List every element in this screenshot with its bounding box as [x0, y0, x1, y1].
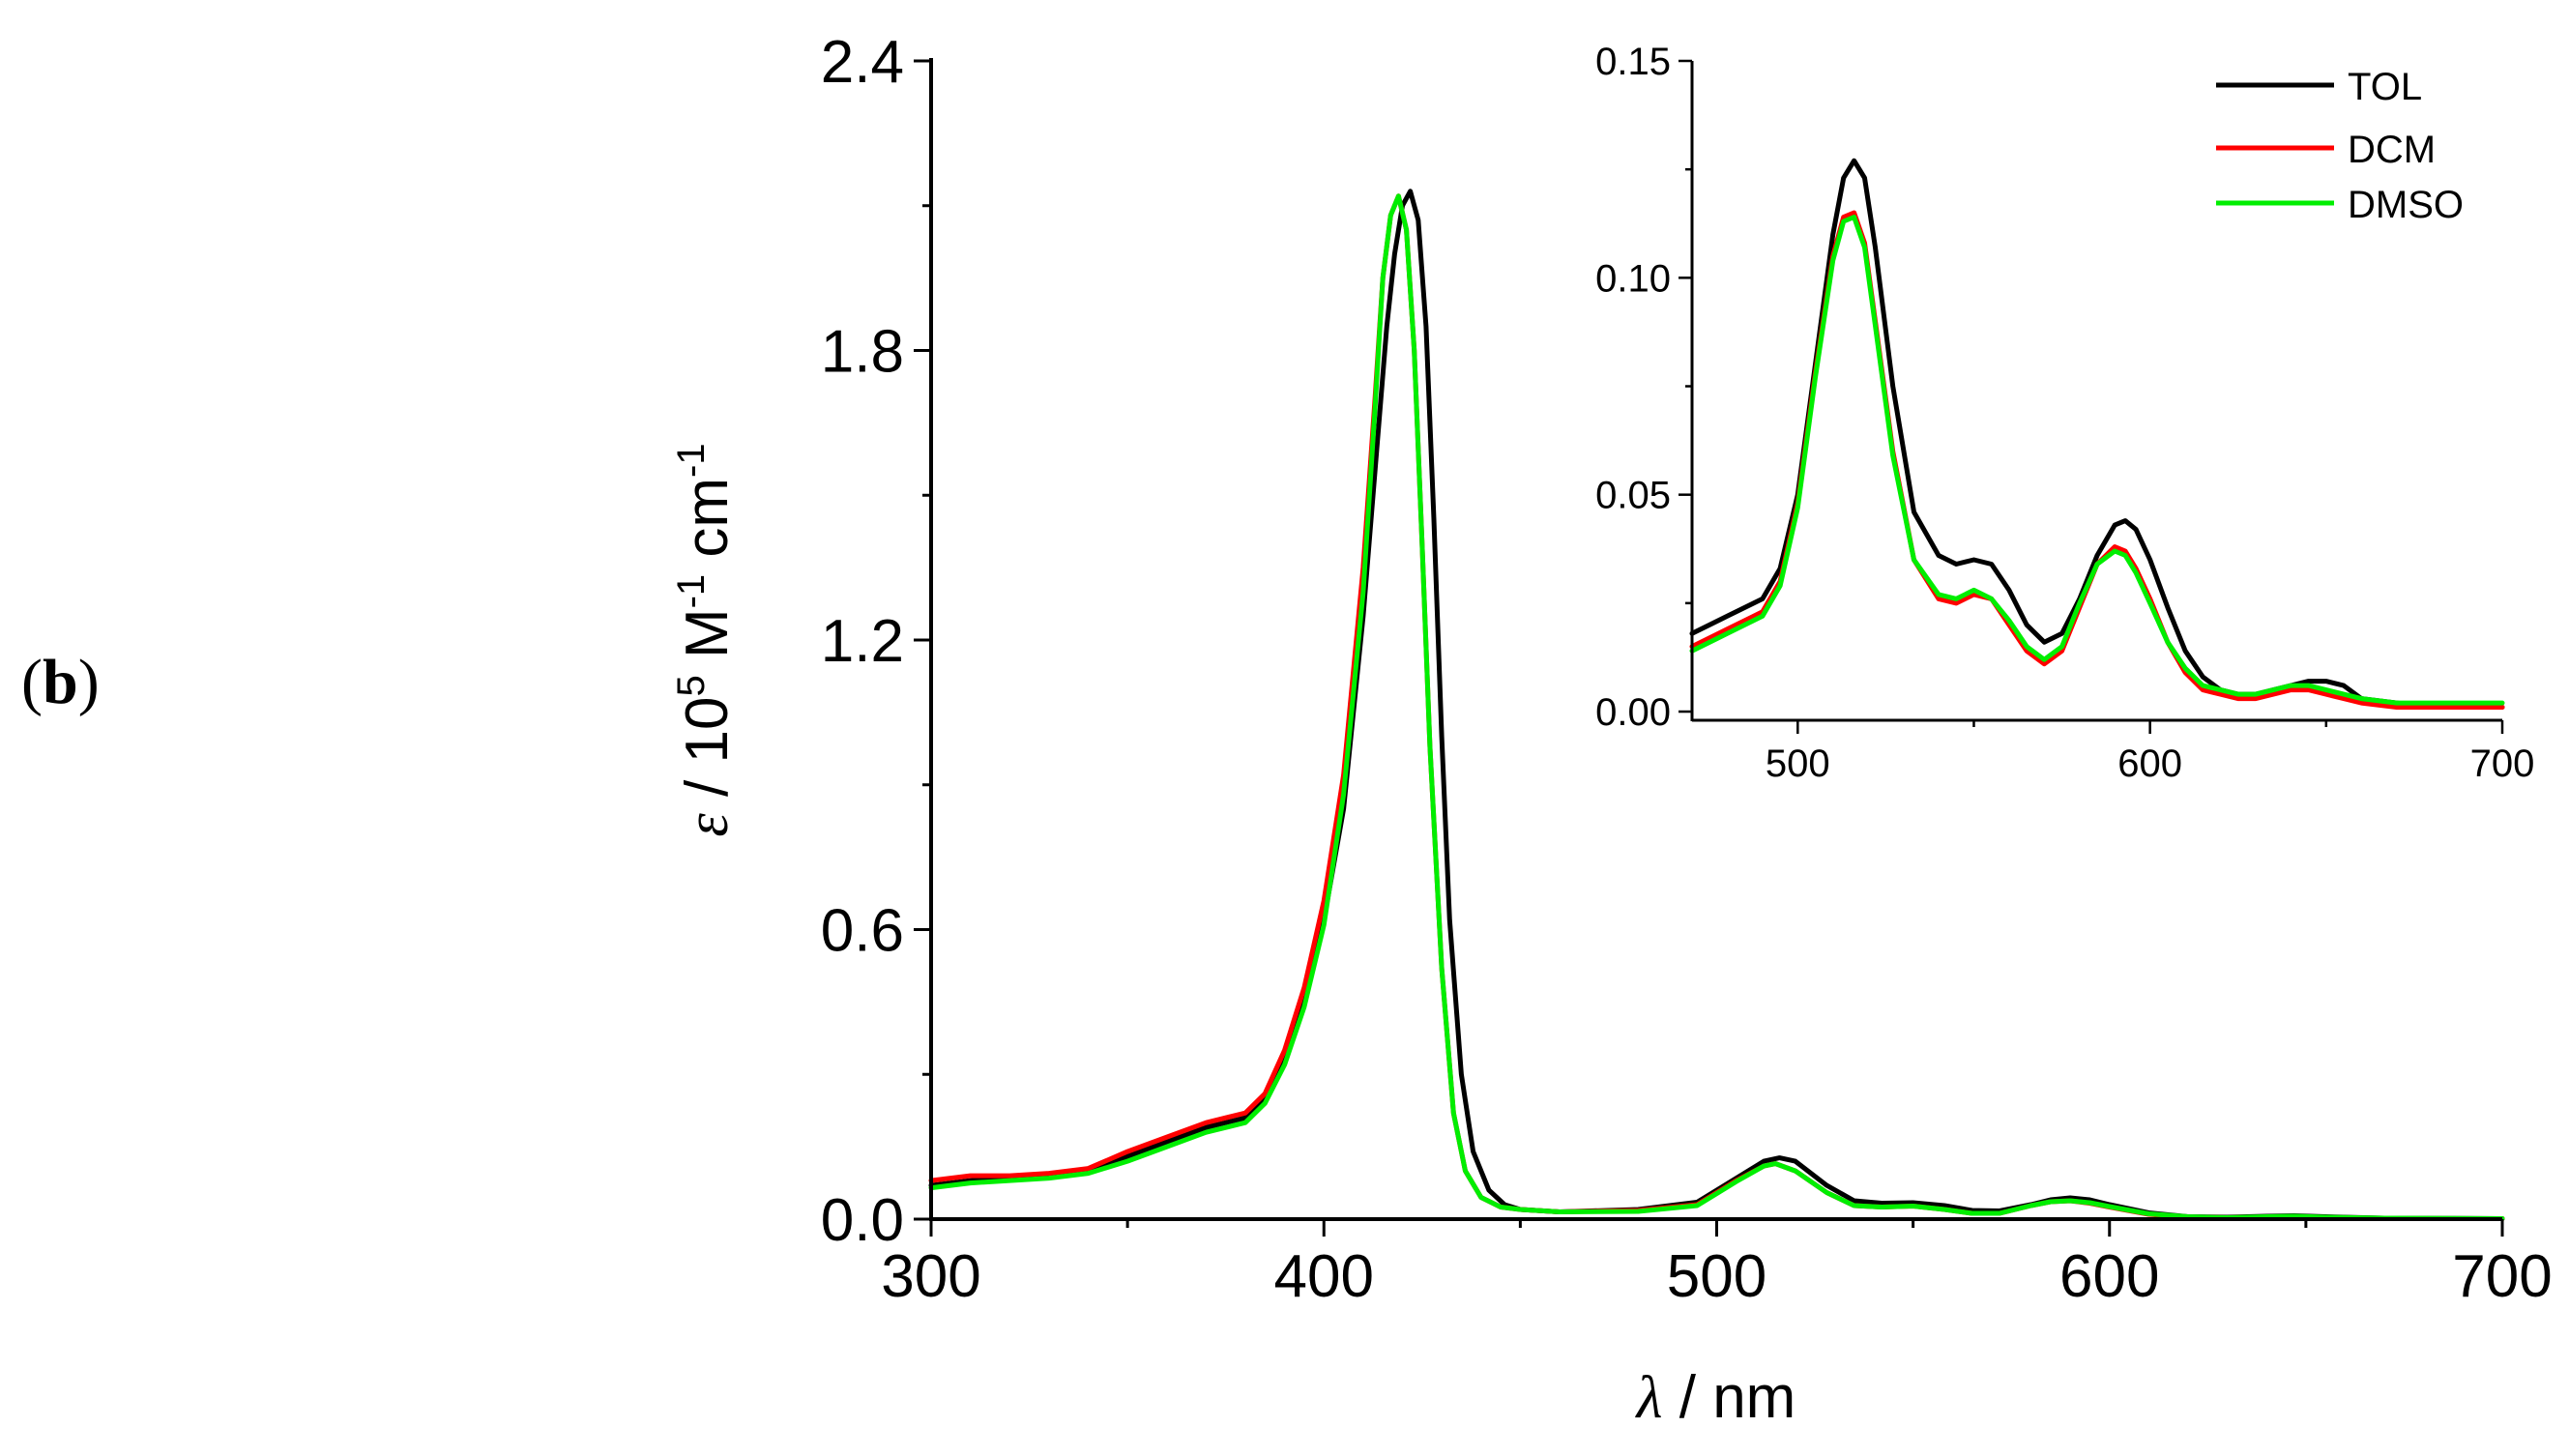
main-x-tick-label-400: 400	[1274, 1243, 1374, 1310]
main-x-tick-label-700: 700	[2452, 1243, 2552, 1310]
panel-label-letter: b	[42, 647, 78, 717]
main-x-tick-label-600: 600	[2059, 1243, 2159, 1310]
main-series-dmso	[928, 193, 2505, 1221]
inset-y-tick-label-0.10: 0.10	[1595, 257, 1671, 300]
x-axis-unit: / nm	[1663, 1364, 1796, 1431]
x-axis-symbol: λ	[1635, 1365, 1663, 1431]
main-y-tick-label-1.8: 1.8	[821, 319, 904, 386]
main-x-tick-label-500: 500	[1667, 1243, 1766, 1310]
main-y-tick-label-1.2: 1.2	[821, 608, 904, 675]
main-y-axis-title: ε / 105 M-1 cm-1	[670, 443, 741, 836]
panel-label-open: (	[21, 647, 43, 717]
legend: TOL DCM DMSO	[2216, 66, 2464, 226]
y-axis-unit-part3: cm	[674, 478, 741, 574]
legend-label-dmso: DMSO	[2348, 184, 2464, 226]
legend-label-tol: TOL	[2348, 66, 2422, 108]
inset-y-tick-label-0.05: 0.05	[1595, 475, 1671, 517]
inset-series-group	[1689, 158, 2505, 710]
inset-plot: 500 600 700 0.00 0.05 0.10 0.15 TOL DCM DMSO	[1595, 41, 2534, 785]
main-plot: 300 400 500 600 700 0.0 0.6 1.2 1.8 2.4 λ / nm ε…	[670, 29, 2553, 1431]
main-x-ticks: 300 400 500 600 700	[881, 1219, 2553, 1310]
y-axis-unit-part1: / 10	[674, 697, 741, 814]
y-axis-sup3: -1	[670, 443, 713, 478]
y-axis-unit-part2: M	[674, 608, 741, 675]
inset-background	[1692, 61, 2502, 718]
panel-label: (b)	[21, 646, 100, 719]
inset-y-tick-label-0.15: 0.15	[1595, 41, 1671, 83]
legend-label-dcm: DCM	[2348, 129, 2436, 171]
main-y-tick-label-2.4: 2.4	[821, 29, 904, 96]
inset-series-dmso	[1689, 215, 2505, 706]
inset-x-tick-label-500: 500	[1766, 743, 1830, 785]
main-y-tick-label-0.0: 0.0	[821, 1187, 904, 1254]
main-series-group	[928, 189, 2505, 1221]
inset-y-tick-label-0.00: 0.00	[1595, 691, 1671, 734]
main-x-axis-title: λ / nm	[1635, 1364, 1796, 1431]
y-axis-symbol: ε	[675, 813, 741, 837]
y-axis-sup1: 5	[670, 675, 713, 696]
y-axis-sup2: -1	[670, 574, 713, 609]
panel-label-close: )	[77, 647, 100, 717]
main-x-tick-label-300: 300	[881, 1243, 980, 1310]
main-y-tick-label-0.6: 0.6	[821, 898, 904, 965]
inset-y-ticks: 0.00 0.05 0.10 0.15	[1595, 41, 1692, 734]
main-y-ticks: 0.0 0.6 1.2 1.8 2.4	[821, 29, 931, 1254]
inset-x-tick-label-700: 700	[2470, 743, 2535, 785]
inset-x-ticks: 500 600 700	[1766, 720, 2534, 785]
inset-x-tick-label-600: 600	[2117, 743, 2182, 785]
